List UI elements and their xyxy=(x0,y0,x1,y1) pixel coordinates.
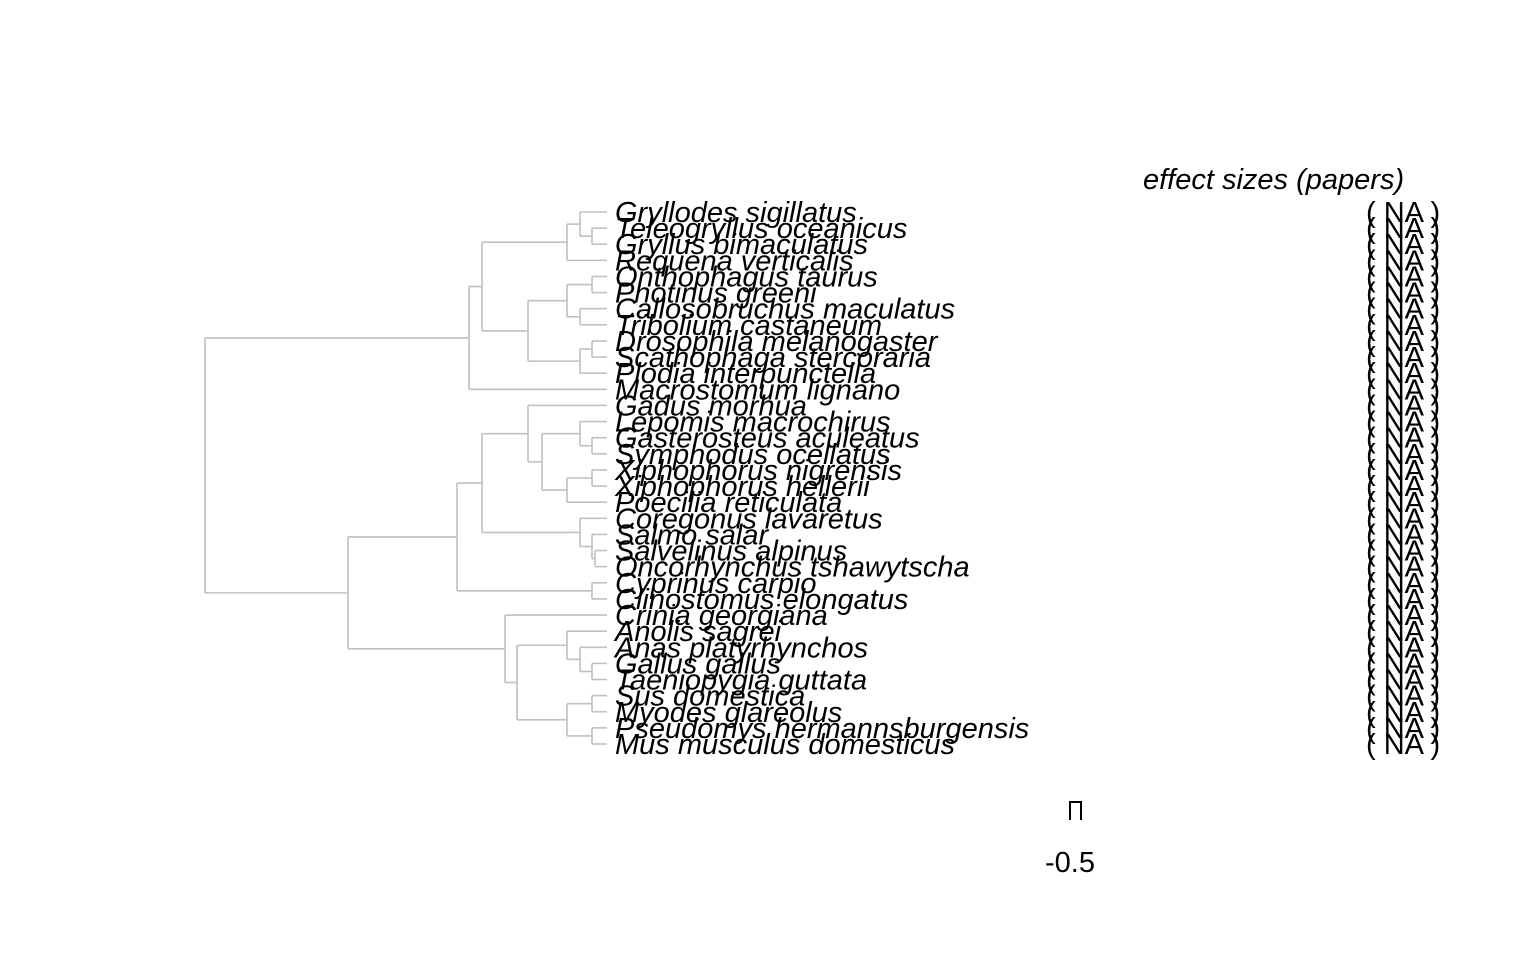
effect-size-value: ( NA ) xyxy=(1366,261,1440,293)
axis-tick-mark xyxy=(1069,801,1082,820)
effect-size-value: ( NA ) xyxy=(1366,584,1440,616)
species-label: Gasterosteus aculeatus xyxy=(615,423,920,455)
effect-size-value: ( NA ) xyxy=(1366,519,1440,551)
species-label: Crinia georgiana xyxy=(615,600,828,632)
species-label: Teleogryllus oceanicus xyxy=(615,213,907,245)
species-label: Coregonus lavaretus xyxy=(615,503,883,535)
species-label: Sus domestica xyxy=(615,681,805,713)
species-label: Mus musculus domesticus xyxy=(615,729,955,761)
species-label: Tribolium castaneum xyxy=(615,310,882,342)
effect-size-value: ( NA ) xyxy=(1366,439,1440,471)
species-label: Poecilia reticulata xyxy=(615,487,842,519)
species-label: Gallus gallus xyxy=(615,648,781,680)
species-label: Salvelinus alpinus xyxy=(615,536,847,568)
species-label: Lepomis macrochirus xyxy=(615,407,891,439)
species-label: Salmo salar xyxy=(615,519,769,551)
effect-size-value: ( NA ) xyxy=(1366,616,1440,648)
effect-size-value: ( NA ) xyxy=(1366,213,1440,245)
effect-size-value: ( NA ) xyxy=(1366,600,1440,632)
effect-size-value: ( NA ) xyxy=(1366,681,1440,713)
effect-size-value: ( NA ) xyxy=(1366,423,1440,455)
effect-size-value: ( NA ) xyxy=(1366,358,1440,390)
species-label: Taeniopygia guttata xyxy=(615,665,867,697)
effect-size-value: ( NA ) xyxy=(1366,310,1440,342)
effect-size-value: ( NA ) xyxy=(1366,407,1440,439)
species-label: Pseudomys hermannsburgensis xyxy=(615,713,1029,745)
species-label: Gadus morhua xyxy=(615,390,807,422)
tree-branches xyxy=(204,211,607,745)
species-label: Drosophila melanogaster xyxy=(615,326,939,358)
effect-size-value: ( NA ) xyxy=(1366,197,1440,229)
species-label: Xiphophorus hellerii xyxy=(614,471,871,503)
effect-size-value: ( NA ) xyxy=(1366,229,1440,261)
species-label: Symphodus ocellatus xyxy=(615,439,891,471)
species-label: Anolis sagrei xyxy=(613,616,783,648)
effect-size-value: ( NA ) xyxy=(1366,648,1440,680)
species-label: Gryllodes sigillatus xyxy=(615,197,857,229)
effect-size-value: ( NA ) xyxy=(1366,471,1440,503)
species-label: Cyprinus carpio xyxy=(615,568,816,600)
effect-size-value: ( NA ) xyxy=(1366,487,1440,519)
effect-size-value: ( NA ) xyxy=(1366,374,1440,406)
effect-size-value: ( NA ) xyxy=(1366,390,1440,422)
effect-size-value: ( NA ) xyxy=(1366,294,1440,326)
effect-size-value: ( NA ) xyxy=(1366,536,1440,568)
effect-size-value: ( NA ) xyxy=(1366,278,1440,310)
species-label: Plodia interpunctella xyxy=(615,358,876,390)
effect-sizes-header: effect sizes (papers) xyxy=(1143,164,1404,196)
effect-size-value: ( NA ) xyxy=(1366,245,1440,277)
species-label: Onthophagus taurus xyxy=(615,261,878,293)
species-label: Oncorhynchus tshawytscha xyxy=(615,552,970,584)
species-label: Myodes glareolus xyxy=(615,697,842,729)
effect-size-column: ( NA )( NA )( NA )( NA )( NA )( NA )( NA… xyxy=(1366,197,1440,761)
effect-size-value: ( NA ) xyxy=(1366,665,1440,697)
species-label: Macrostomum lignano xyxy=(615,374,900,406)
species-label: Anas platyrhynchos xyxy=(613,632,868,664)
species-label: Xiphophorus nigrensis xyxy=(614,455,902,487)
species-label: Callosobruchus maculatus xyxy=(615,294,955,326)
effect-size-value: ( NA ) xyxy=(1366,568,1440,600)
effect-size-value: ( NA ) xyxy=(1366,697,1440,729)
effect-size-value: ( NA ) xyxy=(1366,632,1440,664)
effect-size-value: ( NA ) xyxy=(1366,326,1440,358)
axis-tick: -0.5 xyxy=(1045,801,1095,879)
effect-size-value: ( NA ) xyxy=(1366,455,1440,487)
effect-size-value: ( NA ) xyxy=(1366,729,1440,761)
effect-size-value: ( NA ) xyxy=(1366,342,1440,374)
species-label: Photinus greeni xyxy=(615,278,818,310)
species-label: Gryllus bimaculatus xyxy=(615,229,868,261)
axis-tick-label: -0.5 xyxy=(1045,847,1095,879)
species-label: Clinostomus elongatus xyxy=(615,584,908,616)
effect-size-value: ( NA ) xyxy=(1366,552,1440,584)
effect-size-value: ( NA ) xyxy=(1366,503,1440,535)
effect-size-value: ( NA ) xyxy=(1366,713,1440,745)
species-label: Requena verticalis xyxy=(615,245,854,277)
species-label: Scathophaga stercoraria xyxy=(615,342,931,374)
